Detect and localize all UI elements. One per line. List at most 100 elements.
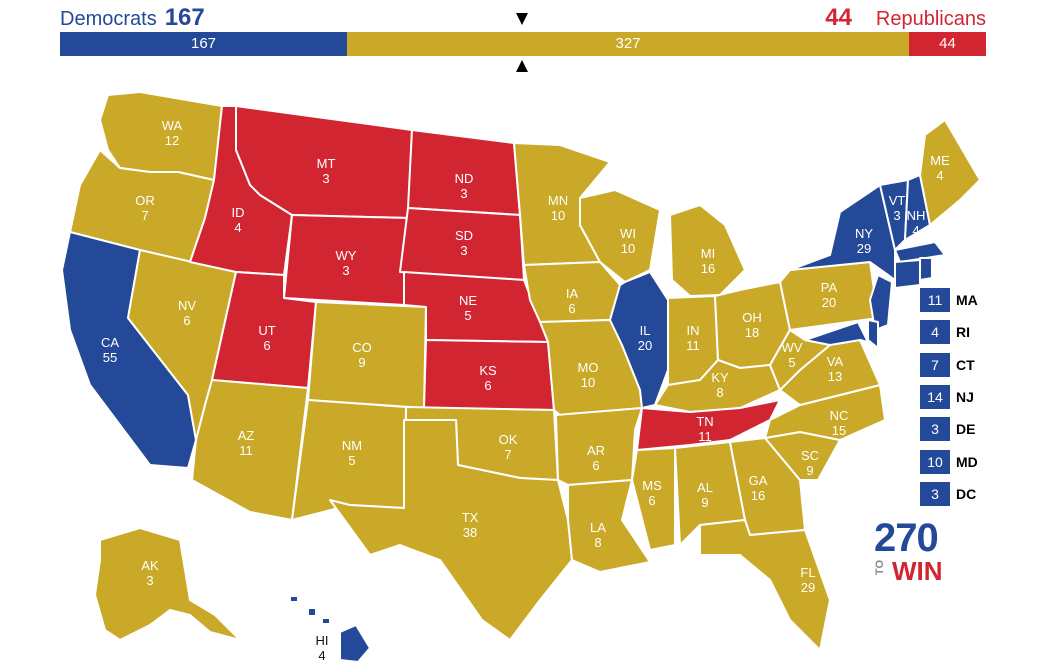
state-mi[interactable] xyxy=(669,204,746,297)
state-ev-ok: 7 xyxy=(504,447,511,462)
state-label-va: VA xyxy=(827,354,844,369)
state-tx[interactable] xyxy=(329,419,573,641)
state-ev-al: 9 xyxy=(701,495,708,510)
state-ev-or: 7 xyxy=(141,208,148,223)
state-ma[interactable] xyxy=(894,241,946,263)
state-co[interactable] xyxy=(307,301,427,409)
democrats-total: Democrats 167 xyxy=(60,4,205,32)
state-ev-mn: 10 xyxy=(551,208,565,223)
state-ev-mo: 10 xyxy=(581,375,595,390)
state-ak[interactable] xyxy=(94,527,241,641)
state-label-fl: FL xyxy=(800,565,815,580)
state-ev-tx: 38 xyxy=(463,525,477,540)
small-state-abbr: DC xyxy=(956,485,977,502)
state-ev-ga: 16 xyxy=(751,488,765,503)
small-state-ev[interactable]: 10 xyxy=(920,449,950,474)
state-me[interactable] xyxy=(919,119,981,226)
democrats-label: Democrats xyxy=(60,8,157,30)
state-label-vt: VT xyxy=(889,193,906,208)
small-state-ev[interactable]: 4 xyxy=(920,320,950,345)
state-label-tx: TX xyxy=(462,510,479,525)
state-label-ut: UT xyxy=(258,323,275,338)
state-ev-az: 11 xyxy=(239,443,253,458)
state-label-hi: HI xyxy=(316,633,329,648)
small-state-ev[interactable]: 3 xyxy=(920,481,950,506)
state-label-az: AZ xyxy=(238,428,255,443)
state-md[interactable] xyxy=(804,321,869,346)
state-ev-ky: 8 xyxy=(716,385,723,400)
state-label-ar: AR xyxy=(587,443,605,458)
state-label-ks: KS xyxy=(479,363,497,378)
270-marker-top-icon xyxy=(516,13,528,25)
state-label-co: CO xyxy=(352,340,372,355)
state-label-oh: OH xyxy=(742,310,762,325)
state-ev-ak: 3 xyxy=(146,573,153,588)
state-label-mo: MO xyxy=(578,360,599,375)
state-ev-ms: 6 xyxy=(648,493,655,508)
state-label-wv: WV xyxy=(782,340,803,355)
state-label-ga: GA xyxy=(749,473,768,488)
state-label-al: AL xyxy=(697,480,713,495)
state-hi[interactable] xyxy=(289,595,371,663)
state-ev-wv: 5 xyxy=(788,355,795,370)
state-ev-mi: 16 xyxy=(701,261,715,276)
state-ev-me: 4 xyxy=(936,168,943,183)
small-state-abbr: DE xyxy=(956,421,976,438)
republicans-votes: 44 xyxy=(825,4,852,31)
state-la[interactable] xyxy=(567,479,651,573)
state-label-nd: ND xyxy=(455,171,474,186)
state-label-ms: MS xyxy=(642,478,662,493)
state-ev-il: 20 xyxy=(638,338,652,353)
small-state-ev[interactable]: 3 xyxy=(920,417,950,442)
270towin-logo: 270 TO WIN xyxy=(874,516,943,586)
state-fl[interactable] xyxy=(699,519,831,651)
logo-to: TO xyxy=(874,560,886,576)
state-ev-ny: 29 xyxy=(857,241,871,256)
dem-bar-segment: 167 xyxy=(60,32,347,56)
democrats-votes: 167 xyxy=(164,4,205,31)
tossup-bar-segment: 327 xyxy=(347,32,909,56)
state-ev-sd: 3 xyxy=(460,243,467,258)
state-az[interactable] xyxy=(191,379,309,521)
state-label-nc: NC xyxy=(830,408,849,423)
state-ev-nc: 15 xyxy=(832,423,846,438)
small-state-abbr: NJ xyxy=(956,388,974,405)
small-state-ev[interactable]: 14 xyxy=(920,384,950,409)
state-ev-pa: 20 xyxy=(822,295,836,310)
state-label-il: IL xyxy=(640,323,651,338)
state-ev-ar: 6 xyxy=(592,458,599,473)
state-label-tn: TN xyxy=(696,414,713,429)
state-label-or: OR xyxy=(135,193,155,208)
state-label-ca: CA xyxy=(101,335,119,350)
state-ny[interactable] xyxy=(789,184,896,281)
logo-number: 270 xyxy=(874,516,939,560)
state-label-la: LA xyxy=(590,520,606,535)
state-de[interactable] xyxy=(867,319,879,349)
state-nj[interactable] xyxy=(869,274,893,331)
state-label-wy: WY xyxy=(336,248,357,263)
republicans-total: 44 Republicans xyxy=(825,4,986,32)
state-label-ky: KY xyxy=(711,370,729,385)
270-marker-bottom-icon xyxy=(516,60,528,72)
small-state-ev[interactable]: 11 xyxy=(920,288,950,312)
state-ev-oh: 18 xyxy=(745,325,759,340)
state-label-wa: WA xyxy=(162,118,183,133)
state-label-ia: IA xyxy=(566,286,579,301)
state-ms[interactable] xyxy=(631,447,676,551)
rep-bar-segment: 44 xyxy=(909,32,986,56)
small-state-abbr: RI xyxy=(956,324,970,341)
state-label-pa: PA xyxy=(821,280,838,295)
state-ev-in: 11 xyxy=(686,338,700,353)
state-ev-sc: 9 xyxy=(806,463,813,478)
state-ct[interactable] xyxy=(894,259,921,289)
state-label-wi: WI xyxy=(620,226,636,241)
small-state-ev[interactable]: 7 xyxy=(920,352,950,377)
state-ri[interactable] xyxy=(919,257,933,281)
state-ev-wa: 12 xyxy=(165,133,179,148)
state-ev-nv: 6 xyxy=(183,313,190,328)
state-ev-tn: 11 xyxy=(698,429,712,444)
state-label-mn: MN xyxy=(548,193,568,208)
state-ev-co: 9 xyxy=(358,355,365,370)
state-ev-vt: 3 xyxy=(893,208,900,223)
